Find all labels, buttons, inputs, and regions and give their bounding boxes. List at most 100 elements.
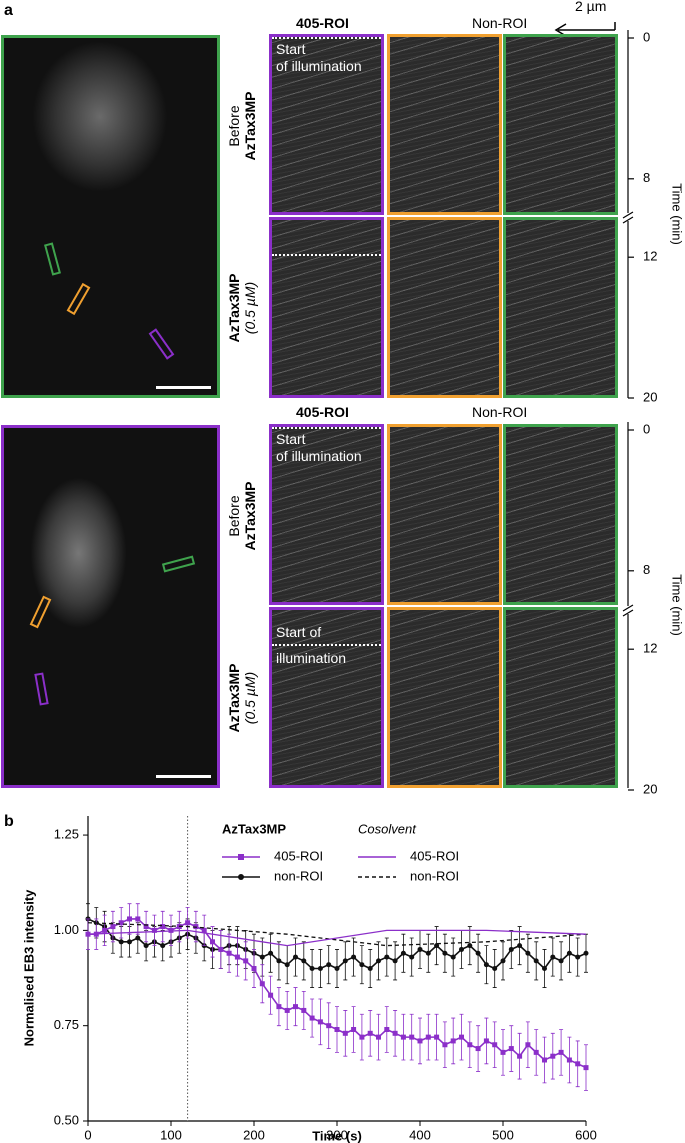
kymograph — [387, 424, 502, 605]
marker — [558, 958, 564, 964]
kymograph — [503, 217, 618, 398]
marker — [351, 954, 357, 960]
x-tick-label: 200 — [243, 1127, 265, 1142]
marker — [542, 1057, 547, 1063]
legend-title: Cosolvent — [358, 821, 417, 836]
marker — [359, 1034, 365, 1040]
marker — [475, 950, 481, 956]
kymograph — [387, 607, 502, 788]
marker — [243, 958, 249, 964]
marker — [542, 966, 547, 971]
axis-label: Time (min) — [670, 183, 685, 245]
marker — [384, 1027, 390, 1032]
marker — [525, 950, 531, 956]
marker — [583, 1065, 589, 1071]
marker — [276, 958, 282, 964]
marker — [210, 939, 215, 945]
marker — [483, 1038, 489, 1044]
annotation: illumination — [276, 650, 347, 666]
marker — [185, 920, 191, 926]
x-axis-label: Time (s) — [312, 1128, 362, 1143]
marker — [367, 966, 373, 971]
marker — [392, 1030, 398, 1036]
header: Non-ROI — [472, 15, 528, 31]
marker — [143, 924, 149, 930]
marker — [226, 950, 232, 956]
marker — [351, 1027, 357, 1032]
tick-label: 8 — [643, 170, 650, 185]
marker — [334, 1027, 340, 1032]
marker — [409, 954, 415, 960]
marker — [459, 1034, 464, 1040]
marker — [367, 1030, 373, 1036]
marker — [525, 1042, 531, 1048]
kymograph — [387, 217, 502, 398]
marker — [334, 966, 340, 971]
marker — [127, 939, 132, 945]
marker — [359, 962, 365, 968]
marker — [118, 920, 124, 926]
series-line — [87, 922, 587, 947]
marker — [326, 1023, 332, 1029]
marker — [268, 992, 274, 998]
marker — [500, 1049, 506, 1055]
marker — [550, 1053, 556, 1059]
y-tick-label: 0.75 — [54, 1017, 79, 1032]
tick-label: 12 — [643, 249, 657, 264]
marker — [342, 1030, 348, 1036]
chart: b Time (s) Normalised EB3 intensity 0 100… — [4, 813, 597, 1143]
marker — [434, 943, 440, 949]
marker — [400, 1034, 406, 1040]
marker — [326, 962, 332, 968]
marker — [143, 943, 149, 949]
marker — [234, 954, 240, 960]
marker — [517, 943, 523, 949]
marker — [442, 950, 448, 956]
marker — [268, 950, 274, 956]
kymograph — [387, 34, 502, 215]
tick-label: 12 — [643, 641, 657, 656]
marker — [500, 958, 506, 964]
marker — [276, 1004, 282, 1010]
axis-break — [622, 211, 634, 224]
kymograph — [269, 217, 384, 398]
y-tick-label: 1.00 — [54, 922, 79, 937]
marker — [251, 966, 257, 971]
legend-swatch — [238, 854, 244, 860]
marker — [533, 958, 539, 964]
illumination-line — [272, 644, 381, 646]
marker — [118, 939, 124, 945]
marker — [575, 1061, 581, 1067]
marker — [425, 950, 431, 956]
marker — [102, 927, 108, 933]
marker — [284, 962, 290, 968]
tick-label: 0 — [643, 421, 650, 436]
marker — [450, 1038, 456, 1044]
marker — [558, 1049, 564, 1055]
illumination-line — [272, 427, 381, 429]
x-tick-label: 0 — [84, 1127, 91, 1142]
neuron-image — [1, 425, 220, 788]
header: 405-ROI — [296, 15, 349, 31]
legend-title: AzTax3MP — [222, 821, 286, 836]
marker — [218, 946, 224, 952]
marker — [467, 1042, 473, 1048]
marker — [575, 954, 581, 960]
marker — [259, 981, 265, 987]
y-tick-label: 0.50 — [54, 1112, 79, 1127]
y-axis-label: Normalised EB3 intensity — [21, 889, 36, 1047]
marker — [135, 935, 141, 941]
marker — [492, 966, 498, 971]
marker — [376, 1034, 381, 1040]
x-tick-label: 500 — [492, 1127, 514, 1142]
kymograph — [503, 34, 618, 215]
marker — [160, 924, 166, 930]
annotation: Start — [276, 431, 306, 447]
annotation: of illumination — [276, 448, 362, 464]
axis-break — [622, 604, 634, 617]
annotation: Start — [276, 41, 306, 57]
marker — [450, 954, 456, 960]
x-tick-label: 600 — [575, 1127, 597, 1142]
marker — [127, 916, 132, 922]
time-axes: 0 8 12 20 Time (min) 0 8 12 20 Time (min) — [622, 29, 685, 796]
